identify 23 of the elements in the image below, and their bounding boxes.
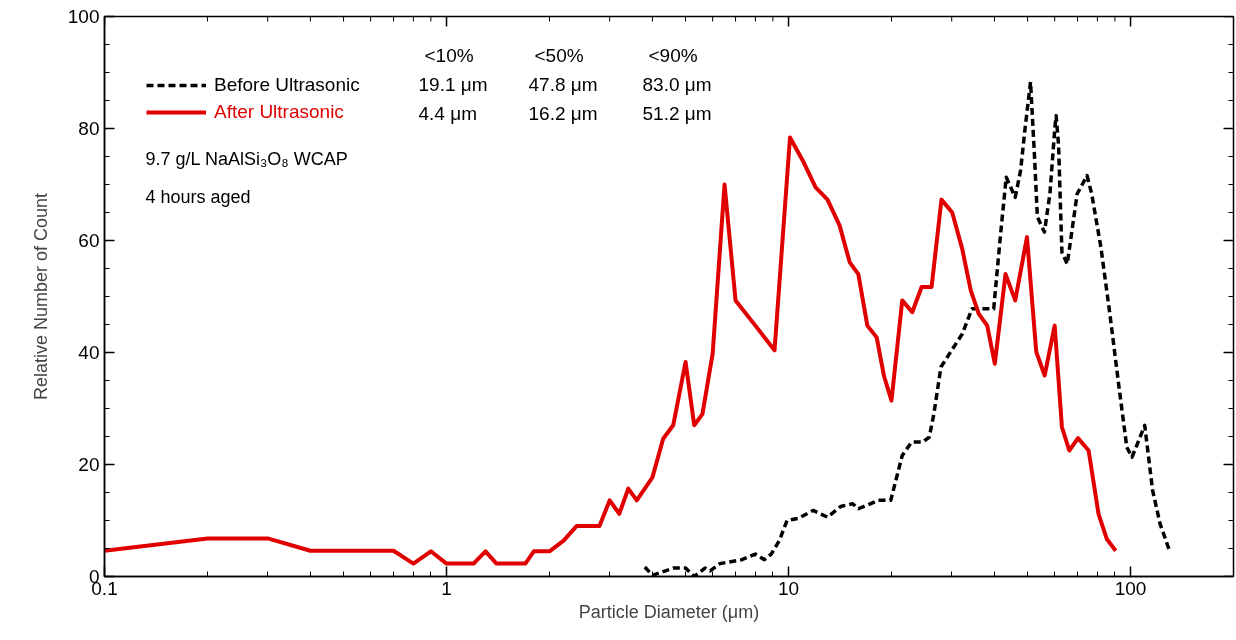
- x-tick-label: 10: [777, 577, 800, 599]
- annotation: 19.1 μm: [418, 74, 488, 95]
- y-tick-label: 40: [78, 342, 100, 363]
- legend-label: Before Ultrasonic: [214, 74, 360, 96]
- annotation: 47.8 μm: [528, 74, 598, 95]
- annotation: 51.2 μm: [642, 103, 712, 124]
- annotation: <90%: [648, 45, 698, 66]
- y-tick-label: 80: [78, 118, 100, 139]
- x-axis-title: Particle Diameter (μm): [578, 601, 760, 622]
- annotation: 4 hours aged: [145, 186, 251, 207]
- x-tick-label: 1: [441, 577, 452, 599]
- annotation: 9.7 g/L NaAlSi₃O₈ WCAP: [145, 148, 348, 169]
- y-tick-label: 100: [67, 6, 100, 27]
- annotation: <10%: [424, 45, 474, 66]
- annotation: 4.4 μm: [418, 103, 477, 124]
- y-axis-title: Relative Number of Count: [30, 192, 51, 401]
- annotation: 83.0 μm: [642, 74, 712, 95]
- y-tick-label: 20: [78, 454, 100, 475]
- y-tick-label: 60: [78, 230, 100, 251]
- legend-label: After Ultrasonic: [214, 101, 344, 123]
- annotation: <50%: [534, 45, 584, 66]
- x-tick-label: 100: [1114, 577, 1147, 599]
- annotation: 16.2 μm: [528, 103, 598, 124]
